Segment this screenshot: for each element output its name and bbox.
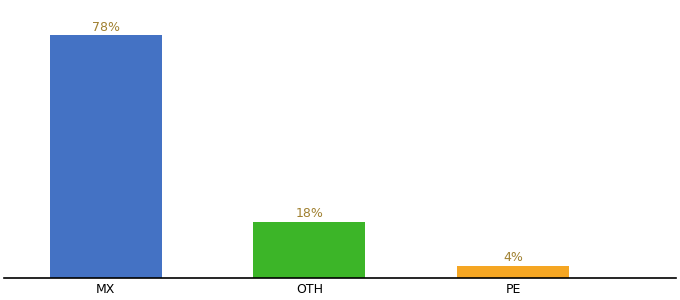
- Bar: [50, 35, 162, 278]
- Text: 18%: 18%: [296, 207, 324, 220]
- Bar: [457, 266, 569, 278]
- Text: 4%: 4%: [503, 251, 523, 264]
- Bar: [254, 222, 365, 278]
- Text: 78%: 78%: [92, 21, 120, 34]
